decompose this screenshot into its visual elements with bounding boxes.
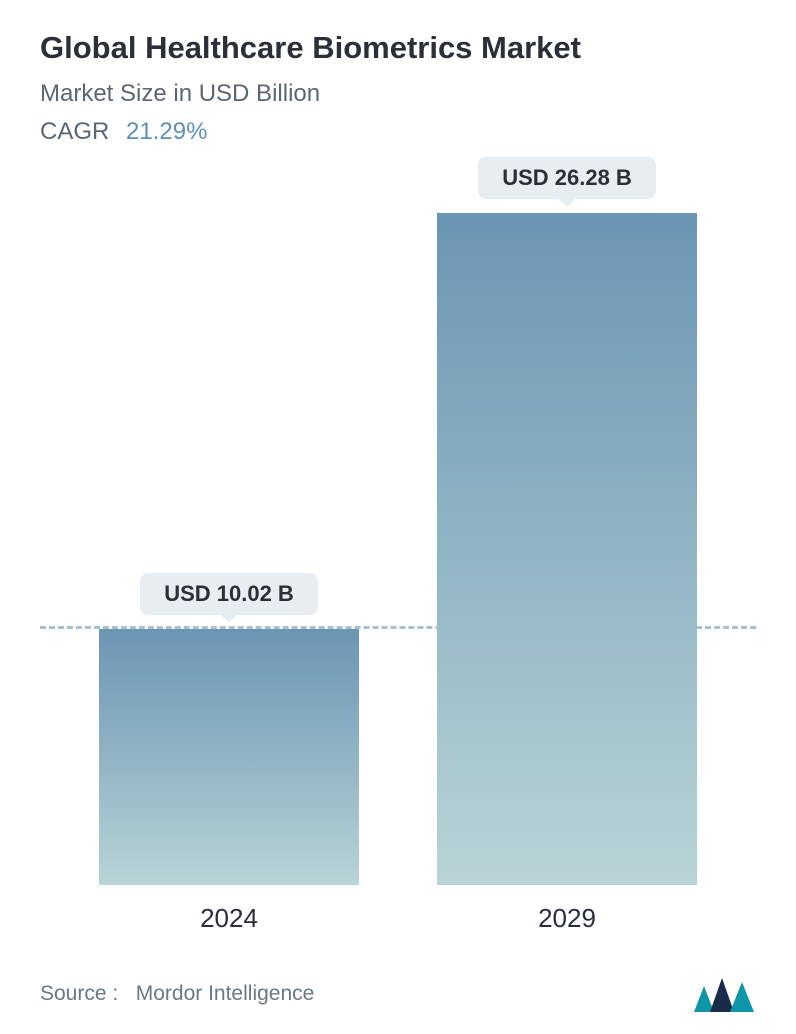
source-text: Source : Mordor Intelligence [40,982,314,1006]
logo-icon [692,974,756,1014]
bar [437,213,697,885]
chart-plot-area: USD 10.02 BUSD 26.28 B [40,166,756,885]
cagr-label: CAGR [40,118,109,145]
brand-logo [692,974,756,1014]
cagr-row: CAGR 21.29% [40,118,756,146]
chart-footer: Source : Mordor Intelligence [40,964,756,1014]
chart-subtitle: Market Size in USD Billion [40,80,756,108]
bar-group: USD 26.28 B [427,157,707,885]
value-badge: USD 26.28 B [478,157,656,199]
value-badge: USD 10.02 B [140,573,318,615]
chart-title: Global Healthcare Biometrics Market [40,30,756,66]
source-label: Source : [40,982,118,1005]
x-axis-label: 2024 [89,903,369,934]
bar [99,629,359,885]
x-axis-label: 2029 [427,903,707,934]
x-axis-labels: 2024 2029 [40,893,756,934]
source-name: Mordor Intelligence [136,982,315,1005]
bar-group: USD 10.02 B [89,573,369,885]
cagr-value: 21.29% [126,118,207,145]
